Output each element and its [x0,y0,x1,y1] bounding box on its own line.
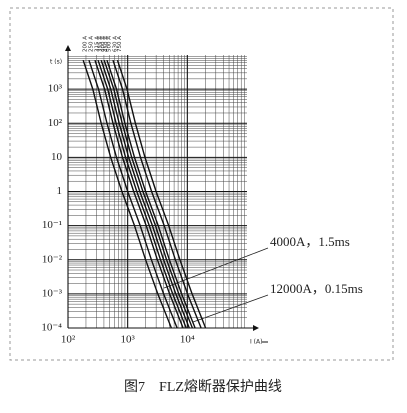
caption: 图7 FLZ熔断器保护曲线 [124,379,282,395]
y-axis-label: t (s) [50,59,62,66]
curve [100,60,190,329]
legend-label: 315 A [95,36,101,52]
legend-label: 630 A [112,36,118,52]
curve [106,60,196,329]
y-tick-label: 10⁻¹ [42,219,62,231]
y-tick-label: 10³ [48,83,63,95]
curve [116,60,207,329]
curve [112,60,202,329]
curve [88,60,178,329]
curve [103,60,194,329]
legend-label: 500 A [106,36,112,52]
y-tick-label: 1 [57,185,63,197]
y-tick-label: 10⁻³ [42,287,63,299]
legend-label: 750 A [117,36,123,52]
legend-label: 450 A [104,36,110,52]
x-tick-label: 10³ [121,334,136,346]
x-tick-label: 10² [61,334,76,346]
y-tick-label: 10² [48,117,63,129]
legend-label: 400 A [101,36,107,52]
legend-label: 355 A [98,36,104,52]
axis-arrow [253,325,259,331]
annotation: 12000A，0.15ms [270,281,363,296]
x-axis-label: I (A) [250,339,262,346]
legend-label: 200 A [83,36,89,52]
curve [97,60,187,329]
axis-arrow [65,45,71,51]
curve [82,60,173,329]
y-tick-label: 10⁻⁴ [41,322,62,334]
curve [94,60,184,329]
annotation: 4000A，1.5ms [270,234,350,249]
legend-label: 250 A [89,36,95,52]
frame [9,7,394,361]
y-tick-label: 10⁻² [42,253,63,265]
y-tick-label: 10 [51,151,63,163]
x-tick-label: 10⁴ [180,334,195,346]
